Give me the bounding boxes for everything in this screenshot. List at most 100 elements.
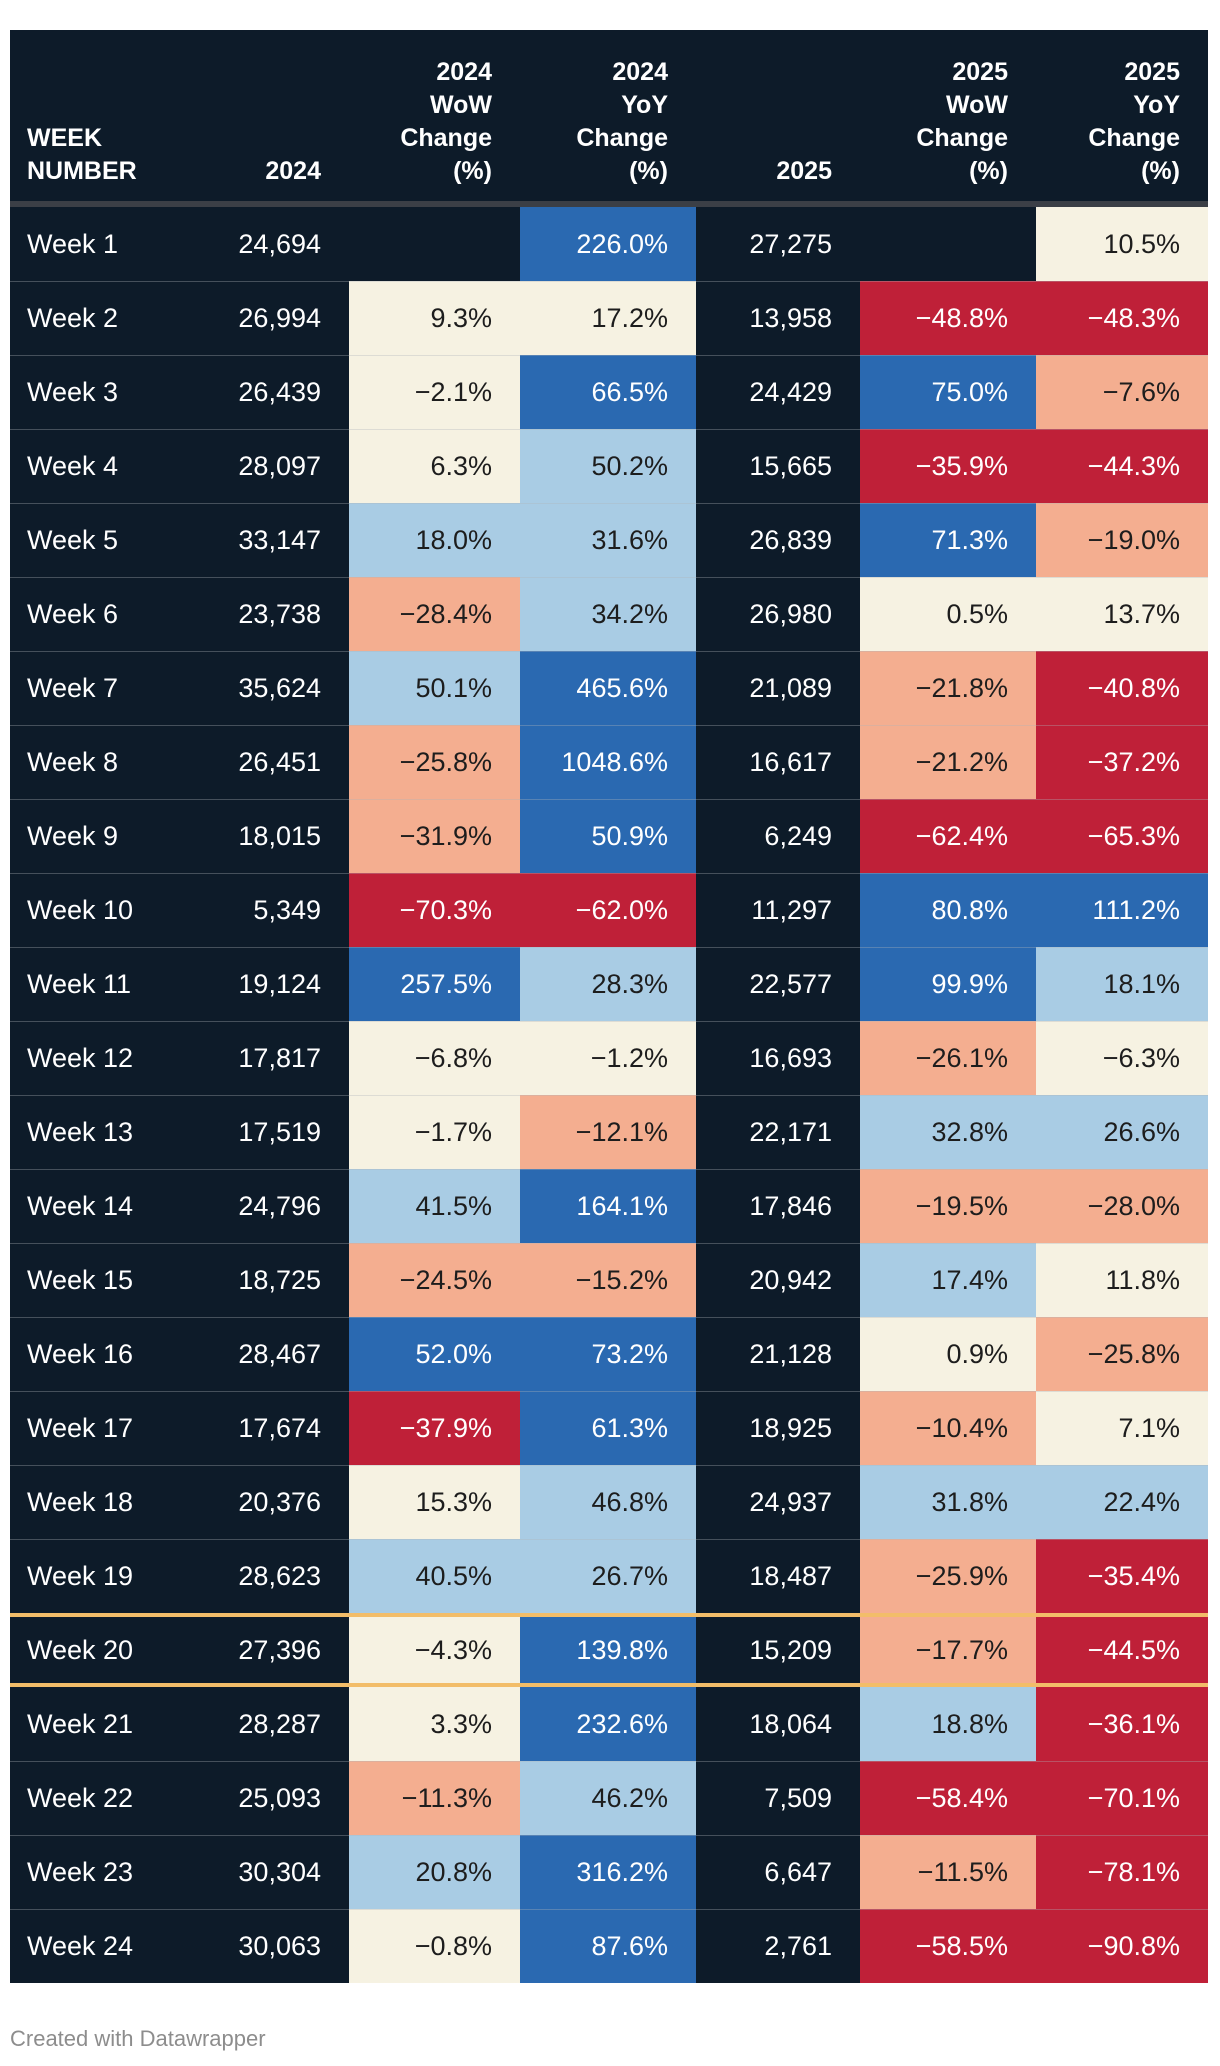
cell-2025-wow-change: −48.8% bbox=[860, 281, 1036, 355]
cell-2024-yoy-change: −12.1% bbox=[520, 1095, 696, 1169]
cell-week-number: Week 16 bbox=[10, 1317, 190, 1391]
cell-2025-yoy-change: −7.6% bbox=[1036, 355, 1208, 429]
table-row: Week 5 33,147 18.0% 31.6% 26,839 71.3% −19.0% bbox=[10, 503, 1208, 577]
table-row: Week 7 35,624 50.1% 465.6% 21,089 −21.8% −40.8… bbox=[10, 651, 1208, 725]
cell-2025: 24,429 bbox=[696, 355, 860, 429]
cell-2024-wow-change: −11.3% bbox=[349, 1761, 520, 1835]
column-header-2024-yoy-change: 2024 YoY Change (%) bbox=[576, 58, 668, 185]
cell-2025-yoy-change: 18.1% bbox=[1036, 947, 1208, 1021]
column-header-2025: 2025 bbox=[776, 157, 832, 185]
cell-2024: 33,147 bbox=[190, 503, 349, 577]
cell-2024-yoy-change: 1048.6% bbox=[520, 725, 696, 799]
cell-week-number: Week 14 bbox=[10, 1169, 190, 1243]
cell-2024: 17,817 bbox=[190, 1021, 349, 1095]
cell-2025: 27,275 bbox=[749, 228, 832, 259]
cell-week-number: Week 24 bbox=[10, 1909, 190, 1983]
cell-week-number: Week 11 bbox=[10, 947, 190, 1021]
cell-2025: 20,942 bbox=[696, 1243, 860, 1317]
cell-2025: 6,249 bbox=[696, 799, 860, 873]
cell-2024-yoy-change: 61.3% bbox=[520, 1391, 696, 1465]
cell-2024: 28,467 bbox=[190, 1317, 349, 1391]
cell-2025: 24,937 bbox=[696, 1465, 860, 1539]
cell-2025-yoy-change: −90.8% bbox=[1036, 1909, 1208, 1983]
cell-week-number: Week 15 bbox=[10, 1243, 190, 1317]
cell-2024: 18,015 bbox=[190, 799, 349, 873]
cell-2024-wow-change: −4.3% bbox=[349, 1613, 520, 1687]
cell-2025: 22,171 bbox=[696, 1095, 860, 1169]
column-header-2024: 2024 bbox=[265, 157, 321, 185]
cell-2024-wow-change: 257.5% bbox=[349, 947, 520, 1021]
cell-2025-wow-change: −62.4% bbox=[860, 799, 1036, 873]
table-body: Week 1 24,694 226.0% 27,275 10.5% Week 2 26,99… bbox=[10, 207, 1208, 1983]
table-row: Week 24 30,063 −0.8% 87.6% 2,761 −58.5% −90.8% bbox=[10, 1909, 1208, 1983]
cell-week-number: Week 8 bbox=[10, 725, 190, 799]
cell-2024-yoy-change: 46.8% bbox=[520, 1465, 696, 1539]
cell-2024-yoy-change: 465.6% bbox=[520, 651, 696, 725]
table-row: Week 3 26,439 −2.1% 66.5% 24,429 75.0% −7.6% bbox=[10, 355, 1208, 429]
cell-2025-yoy-change: 26.6% bbox=[1036, 1095, 1208, 1169]
cell-2025-wow-change: 18.8% bbox=[860, 1687, 1036, 1761]
cell-2025: 15,209 bbox=[696, 1613, 860, 1687]
table-row: Week 16 28,467 52.0% 73.2% 21,128 0.9% −25.8% bbox=[10, 1317, 1208, 1391]
cell-2024-yoy-change: 226.0% bbox=[520, 207, 696, 281]
cell-2025-yoy-change: −70.1% bbox=[1036, 1761, 1208, 1835]
cell-2025-wow-change: −25.9% bbox=[860, 1539, 1036, 1613]
cell-2025-wow-change bbox=[860, 207, 1036, 281]
table-row: Week 6 23,738 −28.4% 34.2% 26,980 0.5% 13.7% bbox=[10, 577, 1208, 651]
cell-2025: 18,925 bbox=[696, 1391, 860, 1465]
cell-2024-yoy-change: 50.9% bbox=[520, 799, 696, 873]
cell-2025: 18,487 bbox=[696, 1539, 860, 1613]
cell-2024: 26,451 bbox=[190, 725, 349, 799]
cell-2024: 24,694 bbox=[238, 228, 321, 259]
column-header-2024-wow-change: 2024 WoW Change (%) bbox=[400, 58, 492, 185]
cell-2024-yoy-change: 46.2% bbox=[520, 1761, 696, 1835]
cell-week-number: Week 12 bbox=[10, 1021, 190, 1095]
cell-2025-yoy-change: 22.4% bbox=[1036, 1465, 1208, 1539]
cell-2025-yoy-change: 11.8% bbox=[1036, 1243, 1208, 1317]
cell-2024-yoy-change: 34.2% bbox=[520, 577, 696, 651]
cell-2024-wow-change: 20.8% bbox=[349, 1835, 520, 1909]
table-row: Week 15 18,725 −24.5% −15.2% 20,942 17.4% 11.8… bbox=[10, 1243, 1208, 1317]
cell-2024: 23,738 bbox=[190, 577, 349, 651]
column-header-week-number: WEEK NUMBER bbox=[27, 124, 137, 185]
datawrapper-credit-link[interactable]: Created with Datawrapper bbox=[10, 2026, 266, 2051]
cell-week-number: Week 19 bbox=[10, 1539, 190, 1613]
table-row: Week 12 17,817 −6.8% −1.2% 16,693 −26.1% −6.3% bbox=[10, 1021, 1208, 1095]
cell-2024-yoy-change: −62.0% bbox=[520, 873, 696, 947]
cell-2025-wow-change: 75.0% bbox=[860, 355, 1036, 429]
table-row: Week 23 30,304 20.8% 316.2% 6,647 −11.5% −78.1… bbox=[10, 1835, 1208, 1909]
cell-2024-yoy-change: 50.2% bbox=[520, 429, 696, 503]
cell-week-number: Week 4 bbox=[10, 429, 190, 503]
cell-2024-yoy-change: −1.2% bbox=[520, 1021, 696, 1095]
cell-week-number: Week 1 bbox=[27, 228, 119, 259]
cell-2025-wow-change: −21.8% bbox=[860, 651, 1036, 725]
cell-2025-yoy-change: −37.2% bbox=[1036, 725, 1208, 799]
cell-2025: 22,577 bbox=[696, 947, 860, 1021]
cell-week-number: Week 22 bbox=[10, 1761, 190, 1835]
cell-2025-wow-change: −17.7% bbox=[860, 1613, 1036, 1687]
cell-2025-wow-change: −10.4% bbox=[860, 1391, 1036, 1465]
cell-2024: 26,994 bbox=[190, 281, 349, 355]
cell-2024-wow-change bbox=[349, 207, 520, 281]
table-row: Week 13 17,519 −1.7% −12.1% 22,171 32.8% 26.6% bbox=[10, 1095, 1208, 1169]
cell-2025-yoy-change: −44.3% bbox=[1036, 429, 1208, 503]
cell-week-number: Week 10 bbox=[10, 873, 190, 947]
cell-2024-yoy-change: 73.2% bbox=[520, 1317, 696, 1391]
cell-2024-wow-change: 9.3% bbox=[349, 281, 520, 355]
cell-week-number: Week 5 bbox=[10, 503, 190, 577]
cell-2025-wow-change: 71.3% bbox=[860, 503, 1036, 577]
cell-2025-yoy-change: 13.7% bbox=[1036, 577, 1208, 651]
cell-2025-wow-change: −35.9% bbox=[860, 429, 1036, 503]
cell-2024-yoy-change: 28.3% bbox=[520, 947, 696, 1021]
cell-week-number: Week 18 bbox=[10, 1465, 190, 1539]
table-row: Week 19 28,623 40.5% 26.7% 18,487 −25.9% −35.4… bbox=[10, 1539, 1208, 1613]
cell-week-number: Week 6 bbox=[10, 577, 190, 651]
cell-2025: 21,128 bbox=[696, 1317, 860, 1391]
cell-2024-wow-change: −37.9% bbox=[349, 1391, 520, 1465]
cell-2025-yoy-change: −19.0% bbox=[1036, 503, 1208, 577]
cell-2024-yoy-change: 17.2% bbox=[520, 281, 696, 355]
cell-2024: 17,519 bbox=[190, 1095, 349, 1169]
cell-week-number: Week 7 bbox=[10, 651, 190, 725]
cell-2025: 16,617 bbox=[696, 725, 860, 799]
table-row: Week 18 20,376 15.3% 46.8% 24,937 31.8% 22.4% bbox=[10, 1465, 1208, 1539]
